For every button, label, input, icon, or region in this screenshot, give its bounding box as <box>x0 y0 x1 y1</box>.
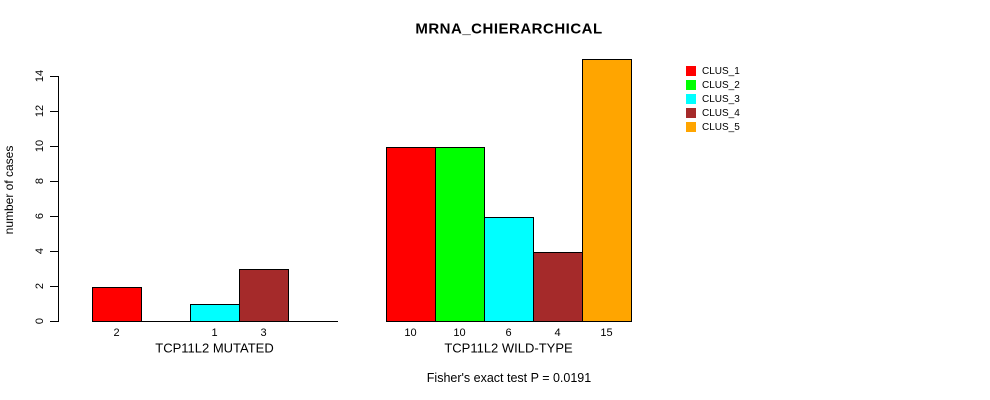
bar-value-label: 10 <box>404 327 417 339</box>
legend-label: CLUS_3 <box>702 93 740 105</box>
bar-value-label: 15 <box>600 327 613 339</box>
legend-label: CLUS_1 <box>702 65 740 77</box>
bar-clus_2-2 <box>435 147 485 322</box>
y-tick <box>50 286 58 287</box>
legend-label: CLUS_5 <box>702 121 740 133</box>
y-tick <box>50 146 58 147</box>
y-tick <box>50 111 58 112</box>
chart-title: MRNA_CHIERARCHICAL <box>415 20 603 38</box>
bar-clus_4-2 <box>533 252 583 322</box>
y-tick <box>50 181 58 182</box>
legend-swatch-icon <box>686 122 696 132</box>
bar-clus_3-1 <box>190 304 240 322</box>
legend-swatch-icon <box>686 66 696 76</box>
y-tick-label: 2 <box>34 282 46 290</box>
y-tick <box>50 321 58 322</box>
bar-value-label: 6 <box>505 327 512 339</box>
group-label-1: TCP11L2 MUTATED <box>155 340 274 356</box>
legend-item-clus_2: CLUS_2 <box>686 78 740 92</box>
y-axis-label: number of cases <box>2 145 16 235</box>
y-tick-label: 4 <box>34 247 46 255</box>
y-tick <box>50 216 58 217</box>
legend-item-clus_5: CLUS_5 <box>686 120 740 134</box>
legend-item-clus_4: CLUS_4 <box>686 106 740 120</box>
legend-label: CLUS_2 <box>702 79 740 91</box>
legend-item-clus_3: CLUS_3 <box>686 92 740 106</box>
y-tick-label: 6 <box>34 212 46 220</box>
bar-value-label: 1 <box>211 327 218 339</box>
y-tick-label: 10 <box>34 139 46 153</box>
legend-item-clus_1: CLUS_1 <box>686 64 740 78</box>
y-tick <box>50 251 58 252</box>
y-tick-label: 14 <box>34 69 46 83</box>
bar-value-label: 10 <box>453 327 466 339</box>
fisher-test-annotation: Fisher's exact test P = 0.0191 <box>426 371 592 385</box>
bar-clus_5-2 <box>582 59 632 322</box>
bar-value-label: 4 <box>554 327 561 339</box>
legend: CLUS_1 CLUS_2 CLUS_3 CLUS_4 CLUS_5 <box>686 64 740 134</box>
y-tick-label: 8 <box>34 177 46 185</box>
legend-swatch-icon <box>686 108 696 118</box>
legend-swatch-icon <box>686 80 696 90</box>
group-label-2: TCP11L2 WILD-TYPE <box>444 340 573 356</box>
y-tick-label: 0 <box>34 317 46 325</box>
legend-label: CLUS_4 <box>702 107 740 119</box>
bar-clus_1-1 <box>92 287 142 322</box>
bar-clus_3-2 <box>484 217 534 322</box>
y-tick <box>50 76 58 77</box>
legend-swatch-icon <box>686 94 696 104</box>
y-axis-line <box>58 76 59 322</box>
bar-value-label: 2 <box>113 327 120 339</box>
bar-value-label: 3 <box>260 327 267 339</box>
bar-clus_4-1 <box>239 269 289 322</box>
y-tick-label: 12 <box>34 104 46 118</box>
bar-clus_1-2 <box>386 147 436 322</box>
